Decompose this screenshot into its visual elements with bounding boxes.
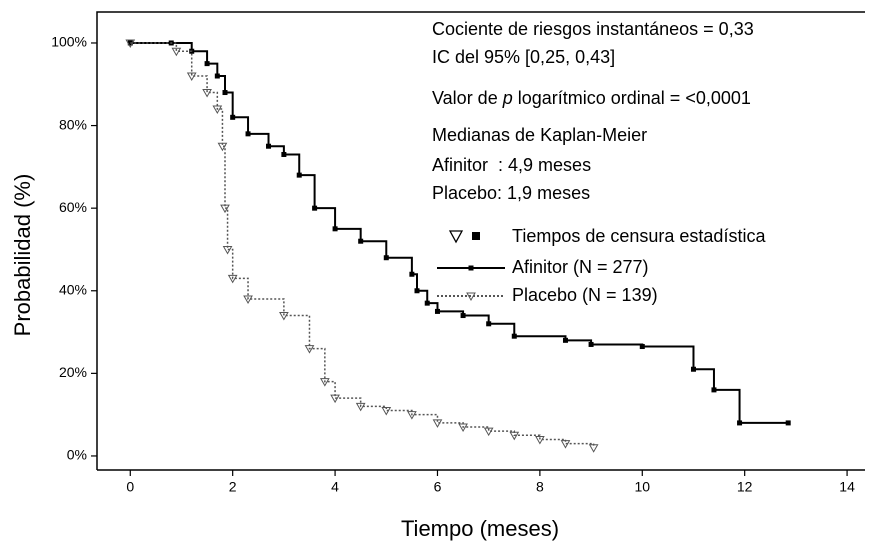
point bbox=[279, 312, 289, 321]
annotation: IC del 95% [0,25, 0,43] bbox=[432, 47, 615, 67]
point bbox=[486, 321, 492, 327]
point bbox=[296, 172, 302, 178]
x-tick-label: 10 bbox=[634, 479, 650, 495]
point bbox=[639, 344, 645, 350]
point bbox=[245, 131, 251, 137]
y-axis-label: Probabilidad (%) bbox=[10, 174, 35, 337]
point bbox=[332, 226, 338, 232]
x-tick-label: 12 bbox=[737, 479, 753, 495]
point bbox=[483, 427, 494, 437]
point bbox=[212, 105, 223, 115]
point bbox=[588, 341, 594, 347]
x-tick-label: 14 bbox=[839, 479, 855, 495]
x-tick-label: 8 bbox=[536, 479, 544, 495]
point bbox=[222, 245, 233, 255]
x-tick-label: 2 bbox=[229, 479, 237, 495]
point bbox=[125, 39, 136, 48]
point bbox=[227, 274, 238, 284]
point bbox=[222, 90, 228, 96]
point bbox=[535, 435, 545, 445]
point bbox=[407, 411, 417, 420]
point bbox=[304, 345, 315, 354]
point bbox=[468, 265, 474, 271]
point bbox=[383, 255, 389, 261]
point bbox=[562, 337, 568, 343]
x-axis-label: Tiempo (meses) bbox=[401, 516, 559, 541]
p-text: Valor de bbox=[432, 88, 503, 108]
point bbox=[588, 444, 599, 453]
point bbox=[511, 333, 517, 339]
x-tick-label: 4 bbox=[331, 479, 339, 495]
x-tick-label: 0 bbox=[126, 479, 134, 495]
point bbox=[355, 402, 366, 412]
point bbox=[230, 114, 236, 120]
point bbox=[690, 366, 696, 372]
annotation: Medianas de Kaplan-Meier bbox=[432, 125, 647, 145]
point bbox=[204, 61, 210, 67]
point bbox=[266, 143, 272, 149]
point bbox=[330, 394, 340, 404]
annotation: Cociente de riesgos instantáneos = 0,33 bbox=[432, 19, 754, 39]
y-tick-label: 80% bbox=[59, 116, 87, 132]
y-tick-label: 40% bbox=[59, 281, 87, 297]
p-text: logarítmico ordinal = <0,0001 bbox=[513, 88, 751, 108]
annotation: Placebo: 1,9 meses bbox=[432, 183, 590, 203]
point bbox=[186, 72, 197, 82]
point bbox=[560, 440, 571, 449]
point bbox=[466, 292, 476, 302]
point bbox=[432, 419, 443, 428]
point bbox=[737, 420, 743, 426]
p-value: Valor de p logarítmico ordinal = <0,0001 bbox=[432, 88, 751, 108]
point bbox=[414, 288, 420, 294]
point bbox=[460, 313, 466, 319]
annotation: Afinitor : 4,9 meses bbox=[432, 155, 591, 175]
point bbox=[220, 204, 230, 214]
point bbox=[312, 205, 318, 211]
point bbox=[711, 387, 717, 393]
point bbox=[409, 271, 415, 277]
point bbox=[785, 420, 791, 426]
point bbox=[171, 47, 182, 57]
legend-label: Placebo (N = 139) bbox=[512, 285, 658, 305]
legend-label: Afinitor (N = 277) bbox=[512, 257, 649, 277]
censor-symbol bbox=[472, 232, 480, 240]
point bbox=[509, 431, 520, 441]
point bbox=[214, 73, 220, 79]
y-tick-label: 0% bbox=[67, 447, 87, 463]
point bbox=[458, 423, 468, 433]
point bbox=[281, 151, 287, 157]
point bbox=[434, 308, 440, 314]
x-tick-label: 6 bbox=[434, 479, 442, 495]
point bbox=[202, 89, 212, 98]
censor-symbol bbox=[448, 230, 464, 244]
y-tick-label: 100% bbox=[51, 34, 87, 50]
point bbox=[243, 295, 253, 305]
point bbox=[358, 238, 364, 244]
point bbox=[381, 407, 392, 416]
p-symbol: p bbox=[502, 88, 513, 108]
step-line bbox=[130, 42, 595, 448]
y-tick-label: 20% bbox=[59, 364, 87, 380]
y-tick-label: 60% bbox=[59, 199, 87, 215]
point bbox=[217, 142, 228, 152]
censor-legend: Tiempos de censura estadística bbox=[512, 226, 766, 246]
plot-frame bbox=[96, 11, 865, 471]
point bbox=[424, 300, 430, 306]
point bbox=[319, 378, 330, 387]
